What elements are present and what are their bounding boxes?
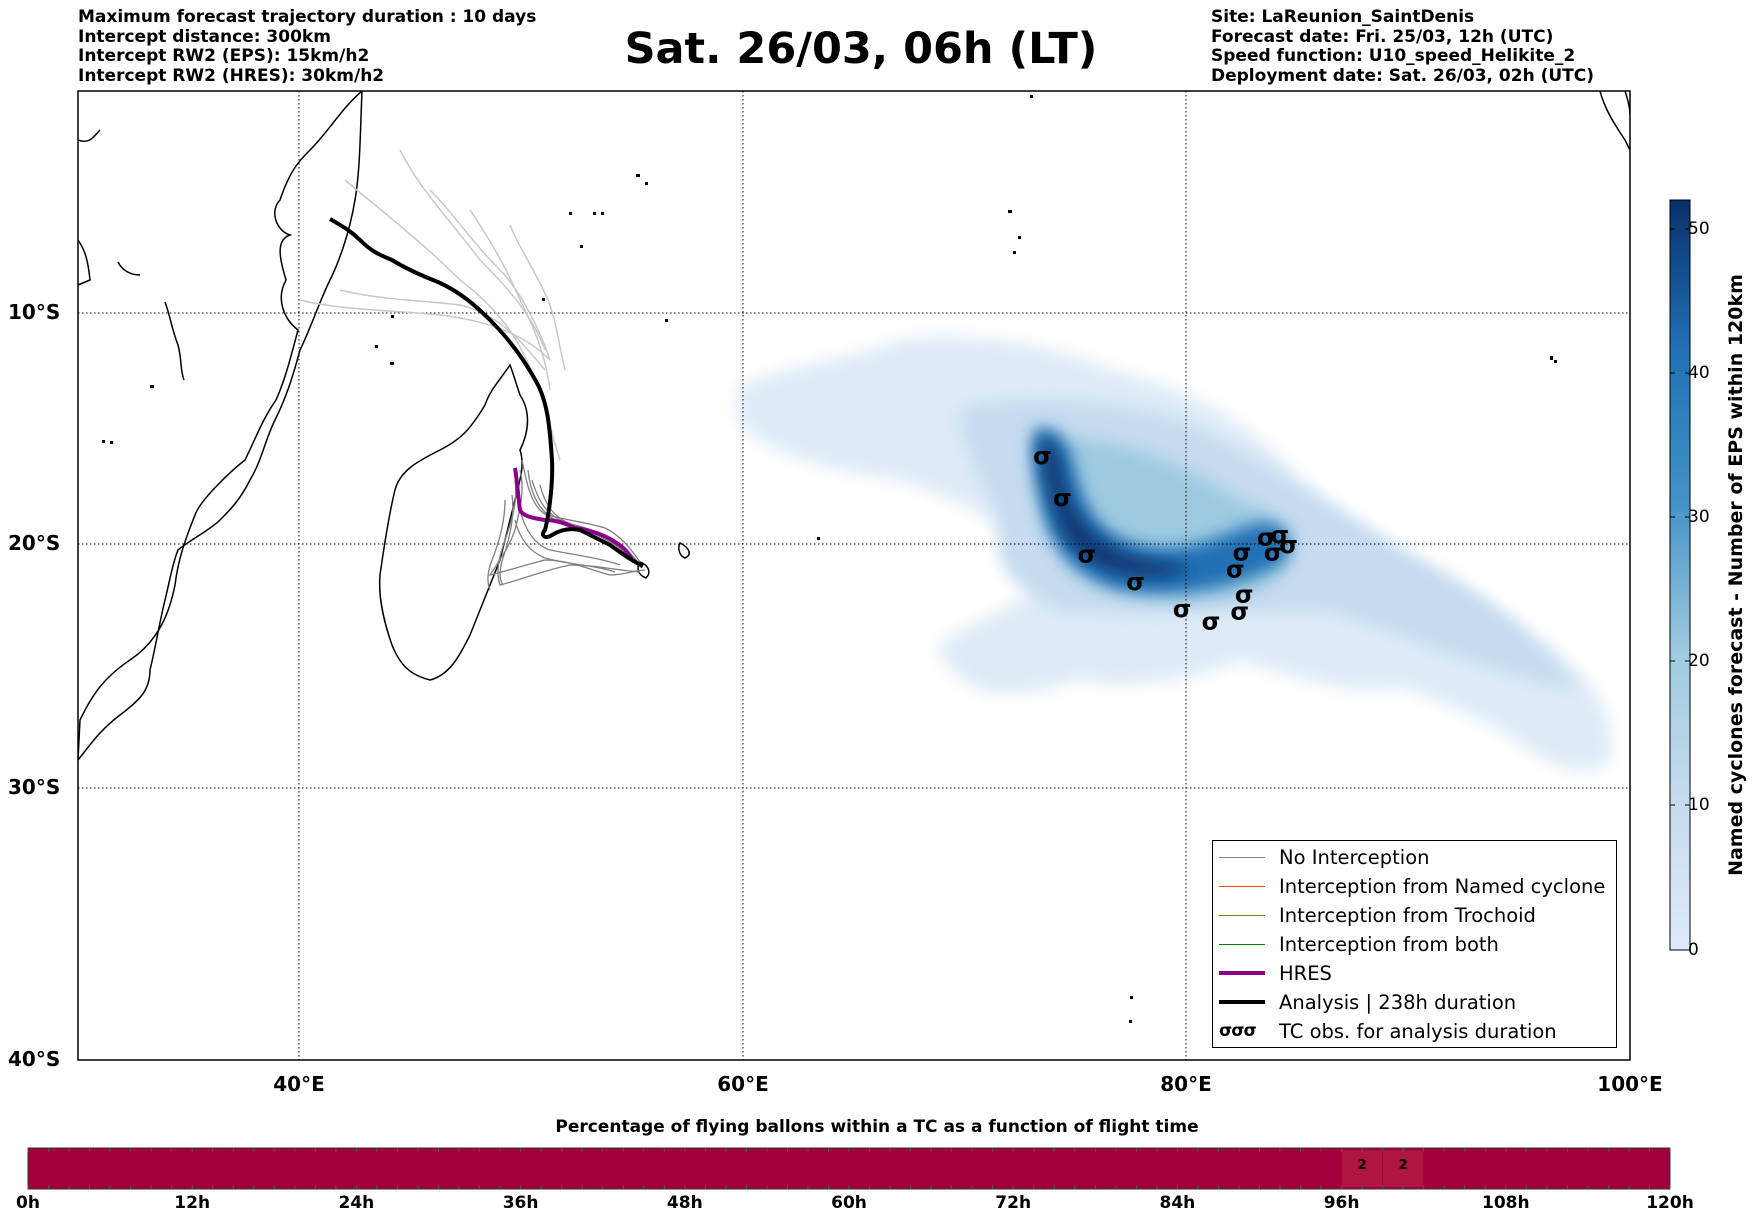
- tc-observation-marker: σ: [1226, 556, 1245, 584]
- tc-symbol-icon: σσσ: [1219, 1021, 1257, 1041]
- intercept-eps-text: Intercept RW2 (EPS): 15km/h2: [78, 46, 370, 66]
- tc-observation-marker: σ: [1053, 484, 1072, 512]
- map-legend: No Interception Interception from Named …: [1212, 840, 1617, 1048]
- timebar-label: 60h: [831, 1193, 867, 1213]
- legend-swatch: [1219, 1000, 1265, 1004]
- tc-observation-marker: σ: [1202, 607, 1221, 635]
- colorbar-ticks: [1670, 228, 1690, 806]
- timebar-value: 2: [1357, 1158, 1367, 1173]
- lat-label-40s: 40°S: [8, 1047, 61, 1071]
- legend-item-named-cyclone: Interception from Named cyclone: [1219, 872, 1605, 900]
- tc-observation-marker: σ: [1235, 580, 1254, 608]
- timebar-title: Percentage of flying ballons within a TC…: [555, 1117, 1199, 1137]
- timebar-label: 96h: [1323, 1193, 1360, 1213]
- colorbar-title-text: Named cyclones forecast - Number of EPS …: [1725, 274, 1747, 876]
- legend-label: Interception from Trochoid: [1279, 903, 1536, 927]
- legend-swatch: [1219, 971, 1265, 975]
- lon-label-40e: 40°E: [273, 1072, 325, 1096]
- legend-swatch: [1219, 914, 1265, 916]
- colorbar-tick-0: 0: [1688, 940, 1699, 960]
- legend-item-both: Interception from both: [1219, 930, 1499, 958]
- tc-observation-marker: σ: [1233, 538, 1252, 566]
- map-frame: [77, 90, 1631, 1061]
- speed-function-text: Speed function: U10_speed_Helikite_2: [1211, 46, 1576, 66]
- timebar-label: 36h: [502, 1193, 539, 1213]
- tc-observation-marker: σ: [1077, 541, 1096, 569]
- legend-item-trochoid: Interception from Trochoid: [1219, 901, 1536, 929]
- small-islands: [102, 95, 1557, 1023]
- timebar-label: 12h: [174, 1193, 211, 1213]
- site-text: Site: LaReunion_SaintDenis: [1211, 7, 1475, 27]
- legend-swatch: [1219, 856, 1265, 858]
- graticule: [78, 91, 1630, 1060]
- colorbar-tick-10: 10: [1688, 795, 1710, 815]
- lon-label-100e: 100°E: [1597, 1072, 1663, 1096]
- legend-label: No Interception: [1279, 845, 1430, 869]
- legend-swatch: [1219, 885, 1265, 887]
- colorbar-tick-30: 30: [1688, 507, 1710, 527]
- legend-label: TC obs. for analysis duration: [1279, 1019, 1557, 1043]
- legend-item-hres: HRES: [1219, 959, 1332, 987]
- tc-observation-marker: σ: [1264, 538, 1283, 566]
- timebar-label: 84h: [1159, 1193, 1196, 1213]
- tc-observation-marker: σ: [1279, 531, 1298, 559]
- lat-label-10s: 10°S: [8, 300, 61, 324]
- lon-label-80e: 80°E: [1160, 1072, 1212, 1096]
- forecast-date-text: Forecast date: Fri. 25/03, 12h (UTC): [1211, 26, 1554, 47]
- legend-item-tc-obs: σσσ TC obs. for analysis duration: [1219, 1017, 1557, 1045]
- header-left-info: Maximum forecast trajectory duration : 1…: [78, 7, 537, 86]
- intercept-hres-text: Intercept RW2 (HRES): 30km/h2: [78, 65, 385, 86]
- intercept-distance-text: Intercept distance: 300km: [78, 26, 331, 47]
- tc-observation-marker: σ: [1033, 442, 1052, 470]
- tc-observation-marker: σ: [1230, 598, 1249, 626]
- timebar-cell: [1342, 1150, 1383, 1187]
- header-right-info: Site: LaReunion_SaintDenis Forecast date…: [1211, 7, 1595, 86]
- legend-swatch: [1219, 943, 1265, 945]
- analysis-trajectory: [328, 217, 644, 568]
- coastlines: [78, 91, 1630, 762]
- legend-label: Analysis | 238h duration: [1279, 990, 1517, 1014]
- timebar-label: 24h: [338, 1193, 375, 1213]
- lon-label-60e: 60°E: [717, 1072, 769, 1096]
- legend-label: HRES: [1279, 961, 1332, 985]
- colorbar-tick-20: 20: [1688, 651, 1710, 671]
- tc-observation-marker: σ: [1173, 595, 1192, 623]
- timebar-value: 2: [1398, 1158, 1408, 1173]
- colorbar-title: Named cyclones forecast - Number of EPS …: [1721, 200, 1751, 950]
- flight-time-bar: [27, 1147, 1671, 1190]
- colorbar-tick-40: 40: [1688, 363, 1710, 383]
- timebar-label: 108h: [1482, 1193, 1530, 1213]
- timebar-label: 120h: [1646, 1193, 1694, 1213]
- legend-item-no-interception: No Interception: [1219, 843, 1430, 871]
- timebar-label: 0h: [16, 1193, 40, 1213]
- page-title: Sat. 26/03, 06h (LT): [624, 24, 1098, 74]
- legend-item-analysis: Analysis | 238h duration: [1219, 988, 1516, 1016]
- deployment-date-text: Deployment date: Sat. 26/03, 02h (UTC): [1211, 65, 1595, 86]
- eps-trajectories-light: [299, 149, 566, 461]
- colorbar: [1669, 199, 1691, 951]
- hres-trajectory: [513, 467, 634, 561]
- max-duration-text: Maximum forecast trajectory duration : 1…: [78, 7, 537, 27]
- lat-label-30s: 30°S: [8, 775, 61, 799]
- tc-observation-marker: σ: [1257, 523, 1276, 551]
- lat-label-20s: 20°S: [8, 531, 61, 555]
- timebar-label: 72h: [995, 1193, 1032, 1213]
- tc-observation-marker: σ: [1270, 521, 1289, 549]
- timebar-label: 48h: [666, 1193, 703, 1213]
- tc-observation-marker: σ: [1126, 568, 1145, 596]
- timebar-cell: [1383, 1150, 1424, 1187]
- colorbar-tick-50: 50: [1688, 219, 1710, 239]
- legend-label: Interception from both: [1279, 932, 1499, 956]
- eps-density-field: [738, 336, 1612, 771]
- legend-label: Interception from Named cyclone: [1279, 874, 1606, 898]
